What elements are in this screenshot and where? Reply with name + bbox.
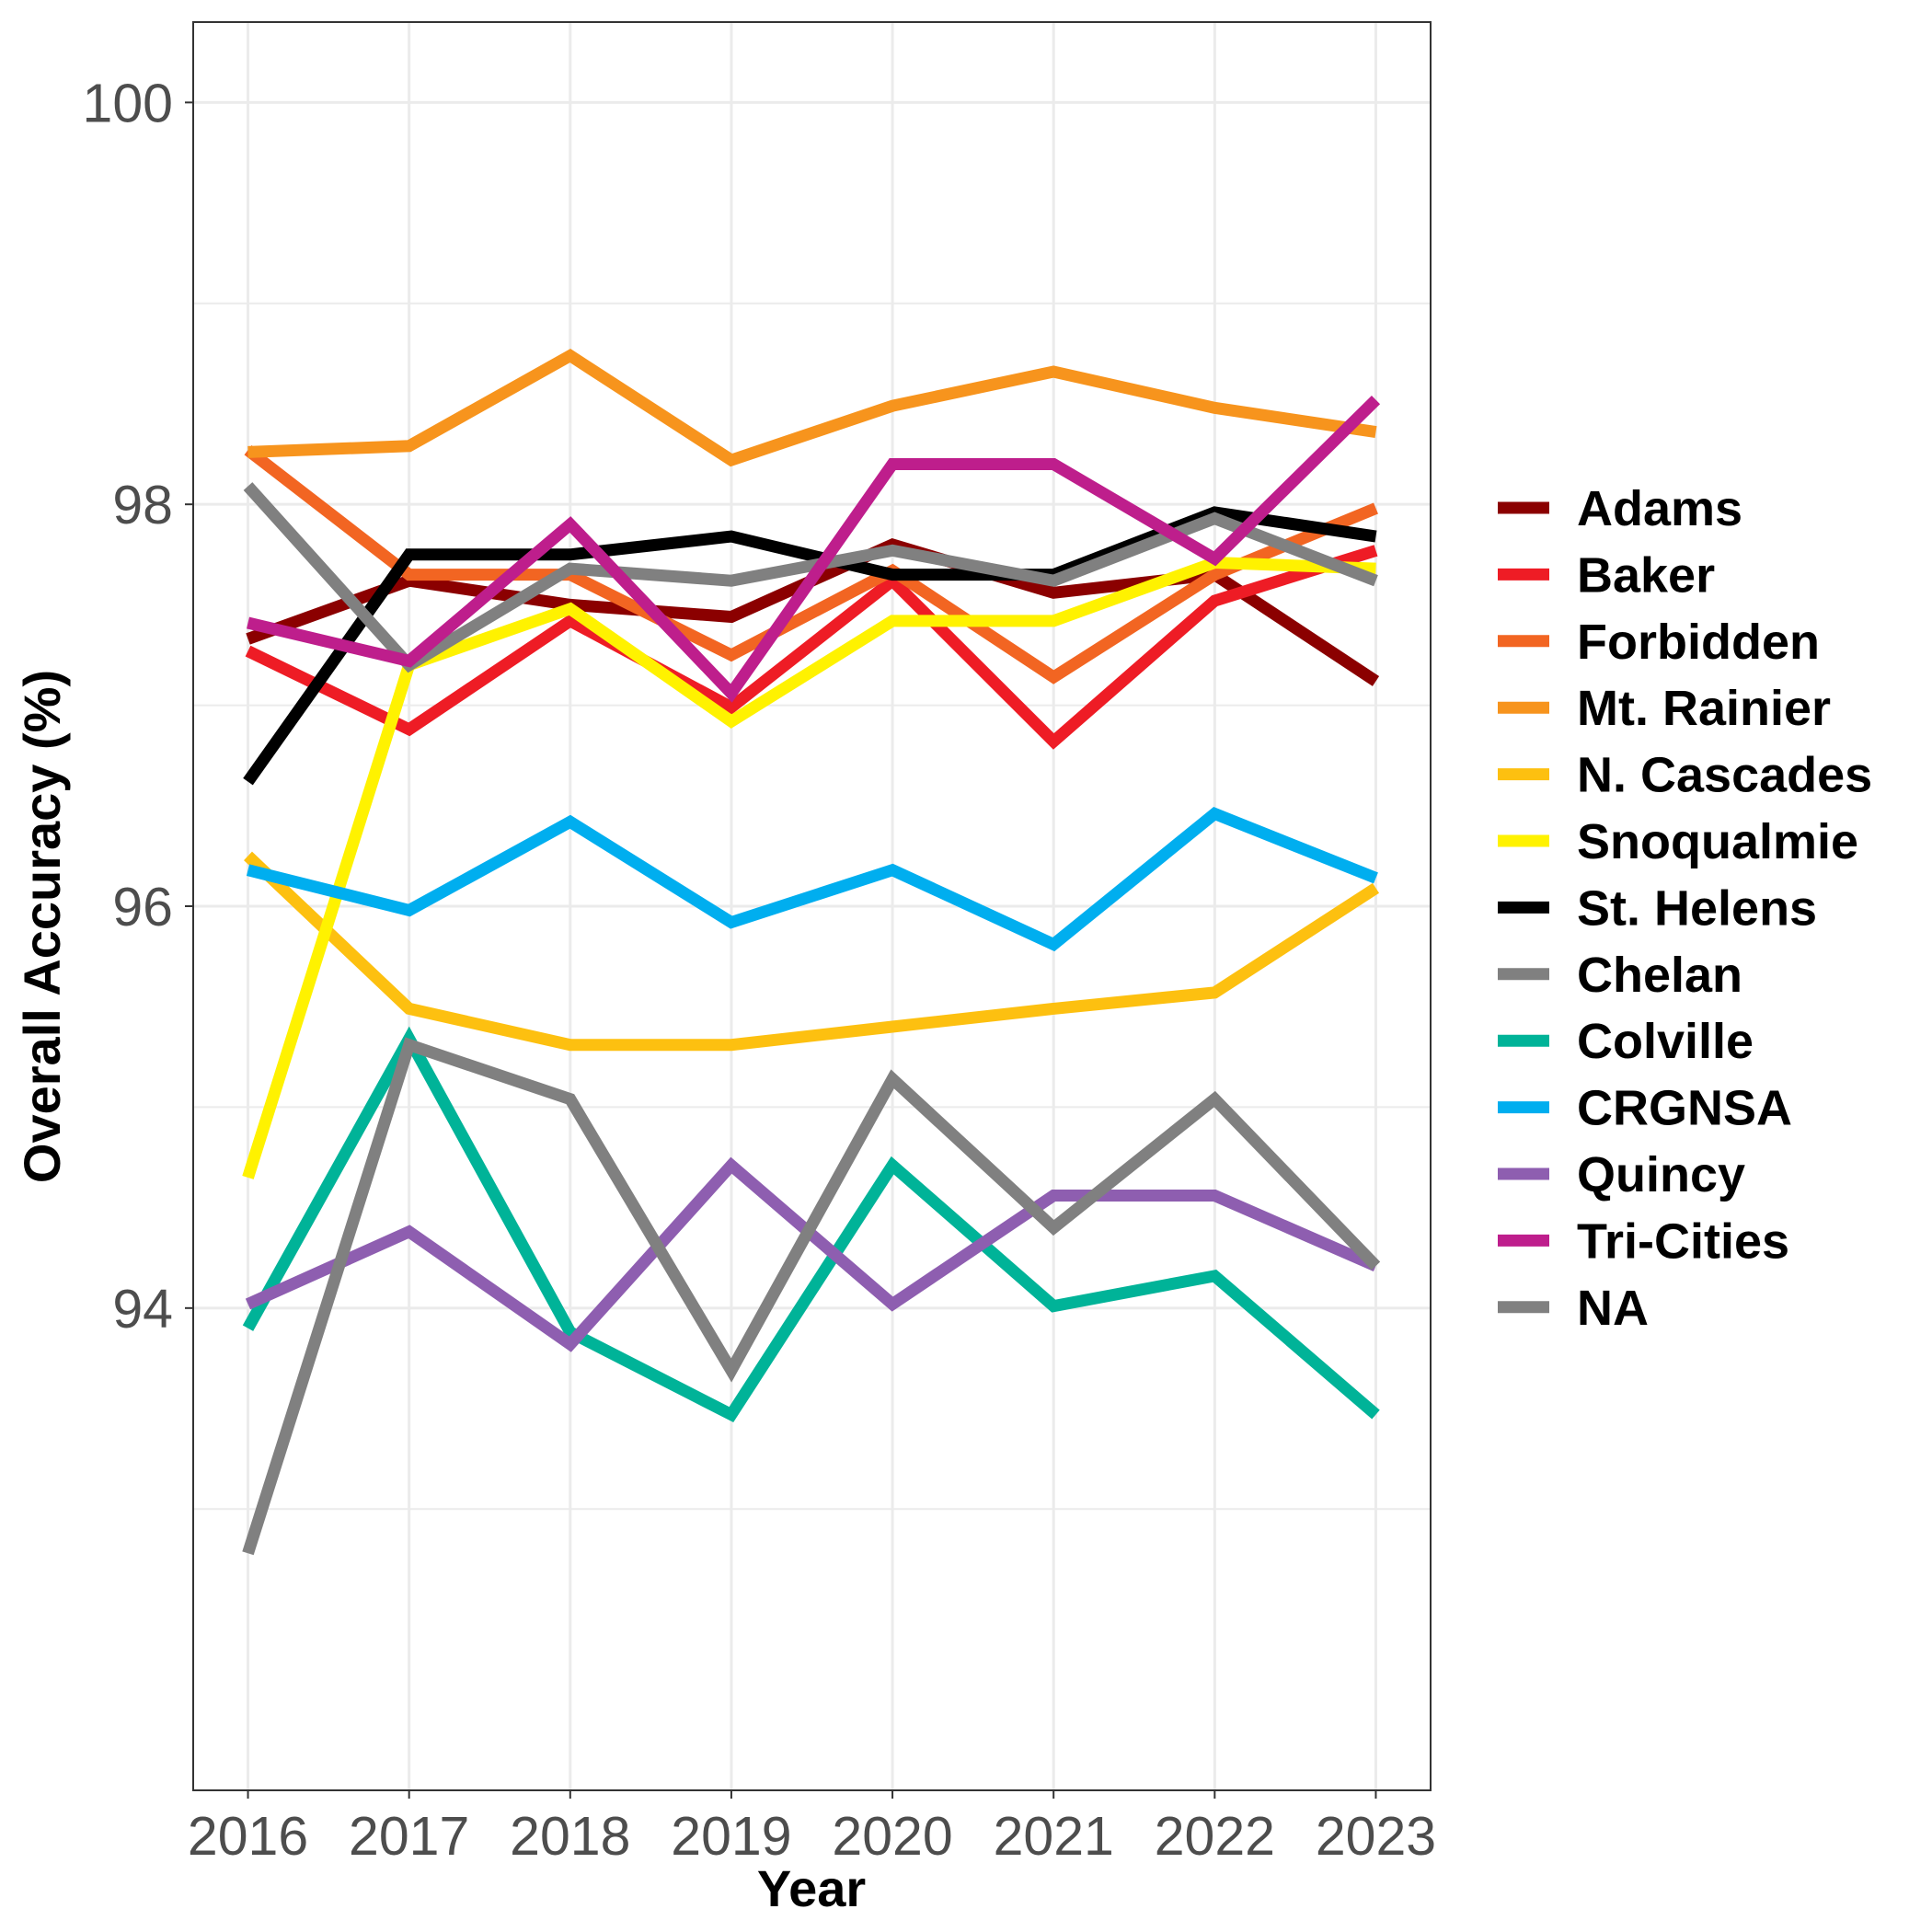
- series-line-quincy: [245, 1156, 1379, 1352]
- series-line-mt-rainier: [247, 349, 1377, 467]
- y-tick-label: 100: [83, 73, 173, 133]
- legend-label: Snoqualmie: [1577, 814, 1858, 869]
- legend-item: NA: [1498, 1281, 1649, 1336]
- legend-label: N. Cascades: [1577, 748, 1872, 803]
- x-tick-label: 2019: [671, 1806, 791, 1867]
- x-tick-label: 2022: [1155, 1806, 1275, 1867]
- series-line-na: [242, 1037, 1381, 1556]
- legend: Adams Baker Forbidden Mt. Rainier N. Cascade…: [1498, 481, 1872, 1336]
- series-line-baker: [245, 545, 1378, 750]
- legend-item: Quincy: [1498, 1147, 1745, 1202]
- legend-item: Snoqualmie: [1498, 814, 1858, 869]
- legend-label: Chelan: [1577, 948, 1742, 1003]
- legend-item: St. Helens: [1498, 880, 1817, 936]
- x-tick-label: 2017: [349, 1806, 469, 1867]
- legend-item: Baker: [1498, 547, 1715, 603]
- legend-label: Quincy: [1577, 1147, 1745, 1202]
- x-axis-title: Year: [757, 1859, 866, 1917]
- legend-item: Colville: [1498, 1014, 1754, 1069]
- legend-label: NA: [1577, 1281, 1649, 1336]
- series-line-tri-cities: [247, 395, 1381, 703]
- series-line-crgnsa: [246, 807, 1378, 952]
- legend-item: Chelan: [1498, 948, 1742, 1003]
- legend-label: Baker: [1577, 547, 1715, 603]
- y-tick-label: 96: [112, 877, 173, 937]
- series-line-n-cascades: [244, 851, 1380, 1052]
- legend-label: Tri-Cities: [1577, 1213, 1789, 1269]
- legend-item: Mt. Rainier: [1498, 681, 1831, 736]
- series-line-chelan: [243, 482, 1378, 673]
- x-axis-ticks: 2016 2017 2018 2019 2020 2021 2022 2023: [188, 1790, 1436, 1867]
- y-tick-label: 98: [112, 475, 173, 535]
- y-axis-title: Overall Accuracy (%): [13, 670, 71, 1183]
- legend-label: St. Helens: [1577, 880, 1817, 936]
- y-tick-label: 94: [112, 1279, 173, 1340]
- legend-item: Forbidden: [1498, 615, 1820, 670]
- x-tick-label: 2021: [994, 1806, 1114, 1867]
- x-tick-label: 2023: [1316, 1806, 1436, 1867]
- series-line-colville: [242, 1026, 1380, 1423]
- legend-item: CRGNSA: [1498, 1081, 1792, 1136]
- legend-label: Mt. Rainier: [1577, 681, 1831, 736]
- x-tick-label: 2018: [510, 1806, 630, 1867]
- y-axis-ticks: 94 96 98 100: [83, 73, 193, 1340]
- x-tick-label: 2016: [188, 1806, 308, 1867]
- legend-label: Forbidden: [1577, 615, 1820, 670]
- legend-label: Adams: [1577, 481, 1742, 536]
- series-line-forbidden: [244, 445, 1378, 684]
- legend-item: Adams: [1498, 481, 1742, 536]
- legend-item: Tri-Cities: [1498, 1213, 1789, 1269]
- data-lines: [242, 349, 1381, 1556]
- legend-label: CRGNSA: [1577, 1081, 1792, 1136]
- legend-item: N. Cascades: [1498, 748, 1872, 803]
- legend-label: Colville: [1577, 1014, 1754, 1069]
- x-tick-label: 2020: [832, 1806, 952, 1867]
